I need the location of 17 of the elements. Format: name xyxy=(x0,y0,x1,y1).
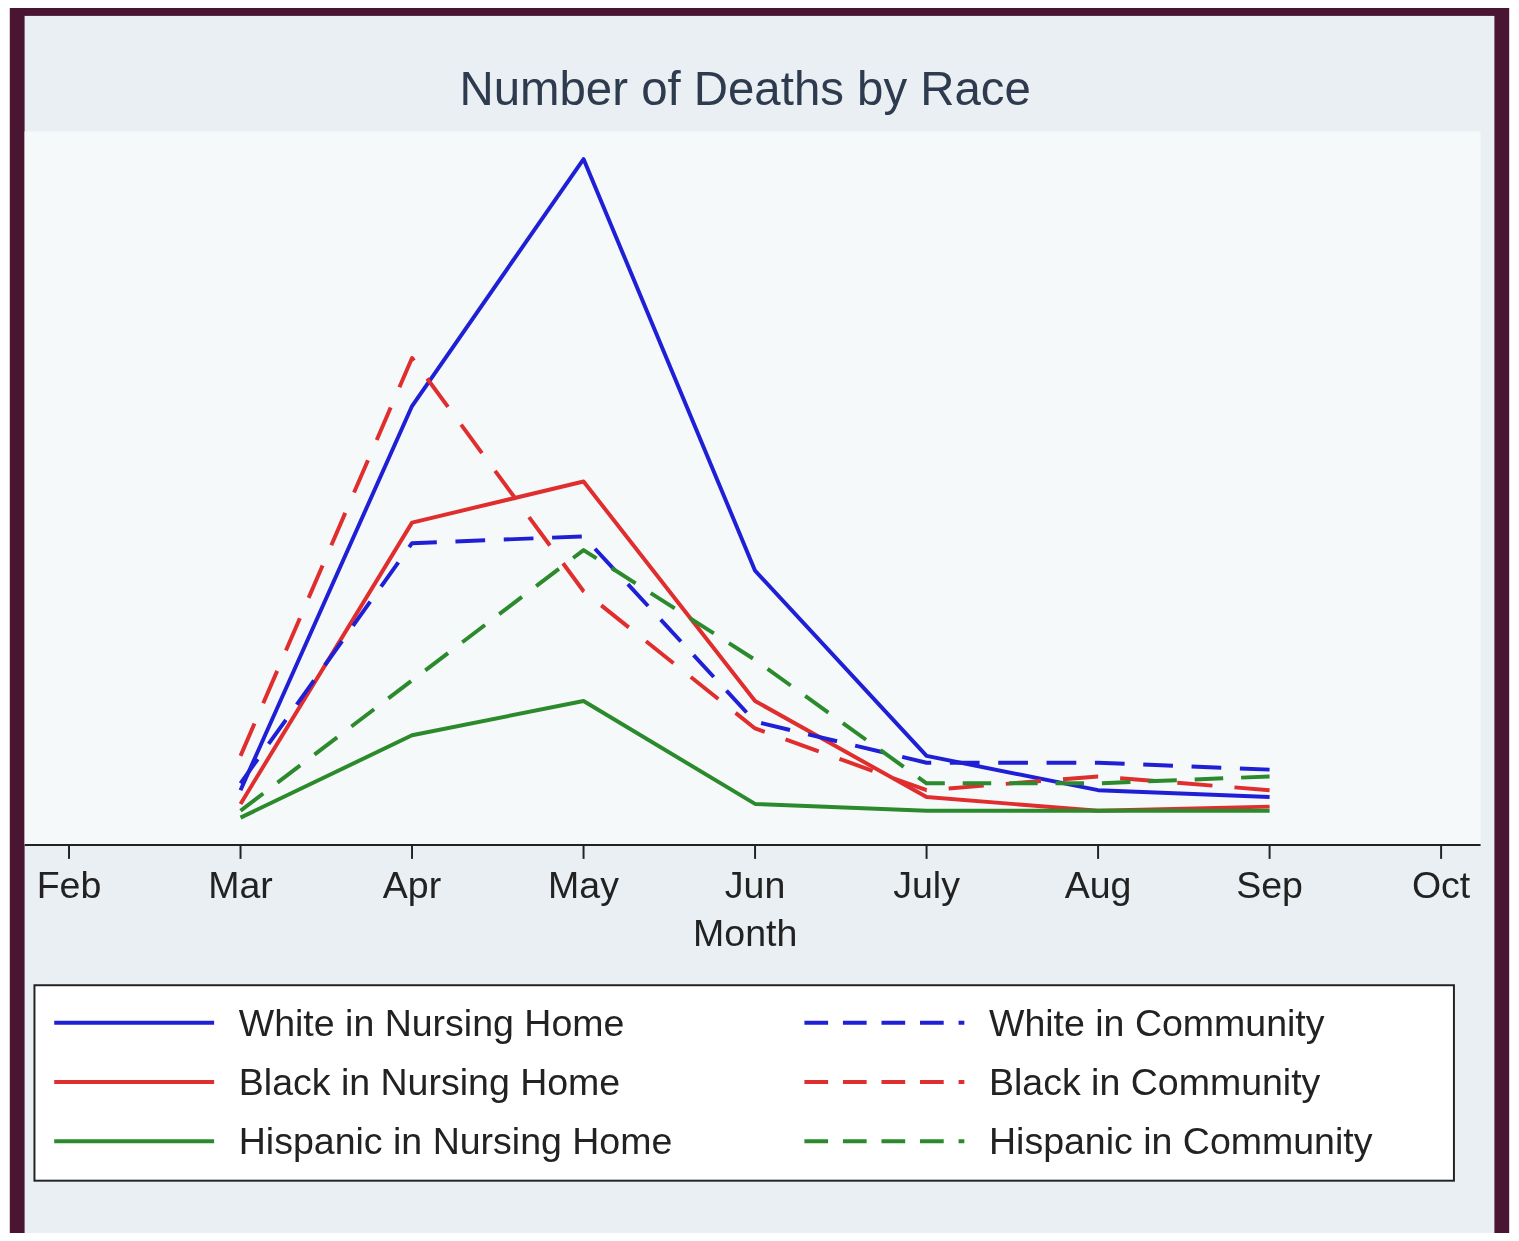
legend-label: Hispanic in Nursing Home xyxy=(238,1120,673,1163)
x-axis-title: Month xyxy=(693,911,798,954)
x-tick-label: July xyxy=(893,864,961,907)
x-tick-label: Apr xyxy=(382,864,442,907)
x-tick-label: Jun xyxy=(724,864,786,907)
legend-label: White in Community xyxy=(989,1001,1325,1044)
x-tick-label: Aug xyxy=(1064,864,1132,907)
x-tick-label: Feb xyxy=(36,864,102,907)
legend-label: Black in Nursing Home xyxy=(238,1060,621,1103)
legend-label: Hispanic in Community xyxy=(989,1120,1373,1163)
x-tick-label: May xyxy=(548,864,620,907)
legend-label: Black in Community xyxy=(989,1060,1321,1103)
legend-label: White in Nursing Home xyxy=(238,1001,625,1044)
x-tick-label: Mar xyxy=(208,864,273,907)
chart-title: Number of Deaths by Race xyxy=(459,61,1031,115)
x-tick-label: Oct xyxy=(1411,864,1471,907)
x-tick-label: Sep xyxy=(1236,864,1303,907)
